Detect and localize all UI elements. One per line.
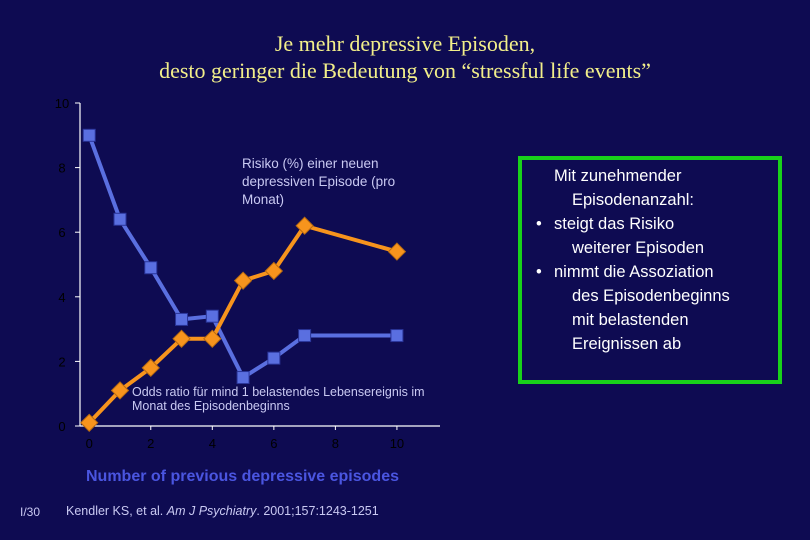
slide-title: Je mehr depressive Episoden, desto gerin… [0, 30, 810, 84]
data-point-diamond [80, 413, 99, 432]
data-point-square [267, 351, 281, 365]
bullet-dot: • [536, 263, 542, 281]
x-axis-title: Number of previous depressive episodes [86, 468, 399, 485]
data-point-square [175, 312, 189, 326]
data-point-diamond [172, 329, 191, 348]
y-tick-label: 4 [58, 290, 65, 305]
bullet-1-line-2: weiterer Episoden [572, 239, 705, 257]
x-tick-label: 10 [390, 436, 404, 451]
x-tick-label: 4 [209, 436, 216, 451]
bullet-1-line-1: steigt das Risiko [554, 215, 675, 233]
bullet-dot: • [536, 215, 542, 233]
series-line [87, 134, 397, 380]
data-point-diamond [295, 216, 314, 235]
data-point-square [113, 212, 127, 226]
data-point-diamond [233, 271, 253, 290]
summary-bullet-2: • nimmt die Assoziation [536, 260, 730, 284]
data-point-square [390, 329, 404, 343]
data-point-square [82, 128, 96, 142]
y-tick-label: 10 [55, 96, 69, 111]
series-label-line: depressiven Episode (pro [242, 174, 395, 189]
citation-details: . 2001;157:1243-1251 [256, 504, 379, 518]
series-label-line: Monat) [242, 192, 284, 207]
summary-bullet-1: • steigt das Risiko [536, 212, 730, 236]
data-point-diamond [264, 261, 284, 281]
summary-bullet-list: • steigt das Risiko weiterer Episoden • ni… [536, 212, 730, 356]
y-tick-label: 8 [58, 161, 65, 176]
summary-lead-line-1: Mit zunehmender [554, 167, 682, 185]
data-point-square [236, 371, 250, 385]
slide-number: I/30 [20, 505, 41, 519]
data-point-diamond [387, 242, 407, 261]
title-line-1: Je mehr depressive Episoden, [274, 31, 536, 56]
data-point-square [298, 329, 312, 343]
x-tick-label: 2 [147, 436, 154, 451]
y-tick-label: 0 [58, 419, 65, 434]
citation-authors: Kendler KS, et al. [66, 504, 167, 518]
x-tick-label: 8 [332, 436, 339, 451]
y-tick-label: 2 [58, 354, 65, 369]
x-tick-label: 0 [86, 436, 93, 451]
bullet-2-line-2: des Episodenbeginns [572, 287, 730, 305]
data-point-diamond [110, 381, 130, 400]
data-point-square [144, 261, 158, 275]
citation: Kendler KS, et al. Am J Psychiatry. 2001… [66, 504, 379, 518]
title-line-2: desto geringer die Bedeutung von “stress… [159, 58, 651, 83]
x-tick-label: 6 [270, 436, 277, 451]
bullet-2-line-3: mit belastenden [572, 311, 689, 329]
data-point-square [205, 309, 219, 323]
data-point-diamond [141, 358, 160, 378]
series-label-line: Monat des Episodenbeginns [132, 399, 290, 413]
citation-journal: Am J Psychiatry [166, 504, 257, 518]
bullet-2-line-4: Ereignissen ab [572, 335, 682, 353]
summary-box: Mit zunehmender Episodenanzahl: • steigt … [518, 156, 782, 384]
series-label-line: Risiko (%) einer neuen [242, 156, 379, 171]
series-label-line: Odds ratio für mind 1 belastendes Lebens… [132, 385, 425, 399]
y-tick-label: 6 [58, 225, 65, 240]
bullet-2-line-1: nimmt die Assoziation [554, 263, 714, 281]
summary-lead-line-2: Episodenanzahl: [572, 191, 695, 209]
data-point-diamond [203, 329, 222, 348]
